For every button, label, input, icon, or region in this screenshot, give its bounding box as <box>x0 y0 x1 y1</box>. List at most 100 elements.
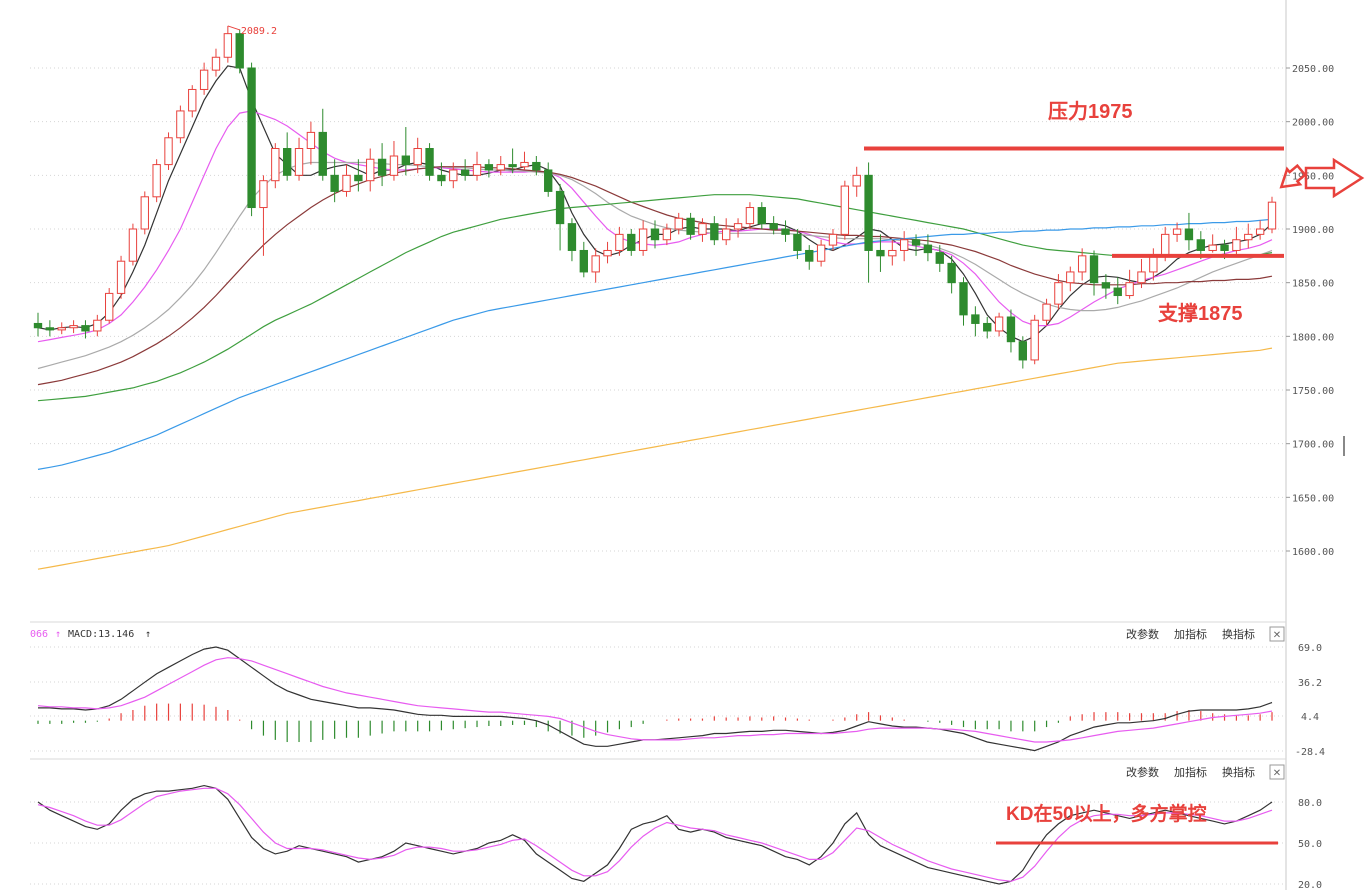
candle-body-up <box>603 249 612 257</box>
macd-switch-indicator-button[interactable]: 换指标 <box>1222 627 1255 641</box>
candle-body-up <box>57 327 66 331</box>
candle-body-down <box>282 148 292 176</box>
candle-body-up <box>1244 233 1253 241</box>
candle <box>923 234 933 262</box>
candle-body-down <box>354 174 363 182</box>
candle-body-down <box>377 158 387 176</box>
candle-body-up <box>722 228 731 241</box>
y-tick-label: 1750.00 <box>1292 386 1334 397</box>
ma250-line <box>37 347 1273 570</box>
candle-body-up <box>1267 201 1277 230</box>
ma120-line <box>37 218 1273 470</box>
candle-body-up <box>152 164 161 198</box>
candle-body-up <box>1232 239 1241 251</box>
y-tick-label: 1850.00 <box>1292 279 1334 290</box>
candle-body-down <box>1220 244 1229 251</box>
macd-header-prefix: 066 <box>30 629 48 640</box>
candle <box>1042 298 1051 326</box>
candle <box>377 143 387 187</box>
candle <box>828 229 838 251</box>
candle-body-up <box>140 196 149 230</box>
candle <box>899 231 909 262</box>
candle-body-up <box>211 56 221 71</box>
candle-body-up <box>1172 228 1182 235</box>
candle <box>994 312 1004 337</box>
candle-body-down <box>781 228 790 235</box>
candle <box>496 156 505 176</box>
candle <box>650 220 660 249</box>
candle-body-down <box>567 223 577 251</box>
y-tick-label: 4.4 <box>1301 712 1319 723</box>
y-tick-label: 1650.00 <box>1292 493 1334 504</box>
kd-switch-indicator-button[interactable]: 换指标 <box>1222 765 1255 779</box>
macd-header-value: MACD:13.146 <box>68 629 134 640</box>
y-tick-label: 1950.00 <box>1292 171 1334 182</box>
macd-y-axis: 69.0 36.2 4.4 -28.4 <box>1295 643 1325 758</box>
candle-body-down <box>1089 255 1099 284</box>
candle <box>888 239 897 266</box>
candle <box>1030 314 1039 365</box>
candle <box>1244 223 1253 249</box>
candle-body-down <box>983 322 992 332</box>
candle <box>472 151 482 181</box>
candle-body-up <box>176 110 185 139</box>
candle-body-up <box>1042 303 1051 321</box>
candle <box>460 159 470 181</box>
candle <box>615 226 624 256</box>
candle-body-up <box>1137 271 1146 284</box>
macd-header-arrow-2: ↑ <box>145 629 151 640</box>
candle-body-down <box>318 131 327 176</box>
kd-close-button[interactable]: ✕ <box>1269 764 1285 780</box>
macd-close-button[interactable]: ✕ <box>1269 626 1285 642</box>
candle <box>211 48 221 77</box>
macd-header-arrow: ↑ <box>55 629 61 640</box>
candle <box>188 85 197 118</box>
peak-label: 2089.2 <box>241 26 277 37</box>
kd-y-axis: 80.0 50.0 20.0 <box>1298 798 1322 890</box>
candle <box>1208 234 1217 253</box>
candle-body-up <box>199 69 209 90</box>
candle <box>342 164 351 197</box>
candle <box>235 29 244 74</box>
macd-add-indicator-button[interactable]: 加指标 <box>1174 627 1207 641</box>
candle <box>223 25 233 63</box>
candle-body-down <box>45 327 55 331</box>
kd-k-line <box>37 784 1273 885</box>
candle-body-down <box>555 190 565 225</box>
candle <box>1077 248 1087 281</box>
kd-add-indicator-button[interactable]: 加指标 <box>1174 765 1207 779</box>
candle-body-down <box>425 148 434 176</box>
candle <box>128 223 138 266</box>
candle <box>911 234 921 256</box>
macd-dif-line <box>38 646 1273 752</box>
candle-body-down <box>33 322 43 329</box>
candle-body-down <box>686 217 695 235</box>
candle-body-down <box>876 249 885 257</box>
candle <box>840 180 850 240</box>
candle-body-down <box>710 223 719 241</box>
candle <box>745 202 755 229</box>
macd-change-params-button[interactable]: 改参数 <box>1126 627 1159 641</box>
peak-marker: 2089.2 <box>227 25 277 37</box>
candle-body-up <box>615 233 624 251</box>
candle-body-down <box>460 169 470 176</box>
candle <box>591 248 600 283</box>
candle-body-down <box>627 233 636 251</box>
candle-body-up <box>496 164 505 171</box>
candle-body-down <box>1006 316 1016 343</box>
moving-average-lines <box>37 65 1273 570</box>
candle-body-up <box>259 180 268 209</box>
candle-body-down <box>805 249 814 262</box>
candle <box>81 320 90 339</box>
y-tick-label: 1600.00 <box>1292 547 1334 558</box>
candle <box>555 183 565 251</box>
kd-change-params-button[interactable]: 改参数 <box>1126 765 1159 779</box>
candle-body-down <box>935 252 944 264</box>
candle <box>852 166 861 197</box>
candle-body-up <box>840 185 850 235</box>
candle-body-up <box>366 158 375 182</box>
candle <box>366 148 375 192</box>
candle <box>793 229 802 260</box>
candle-body-down <box>484 164 494 171</box>
candle-body-down <box>81 325 90 332</box>
